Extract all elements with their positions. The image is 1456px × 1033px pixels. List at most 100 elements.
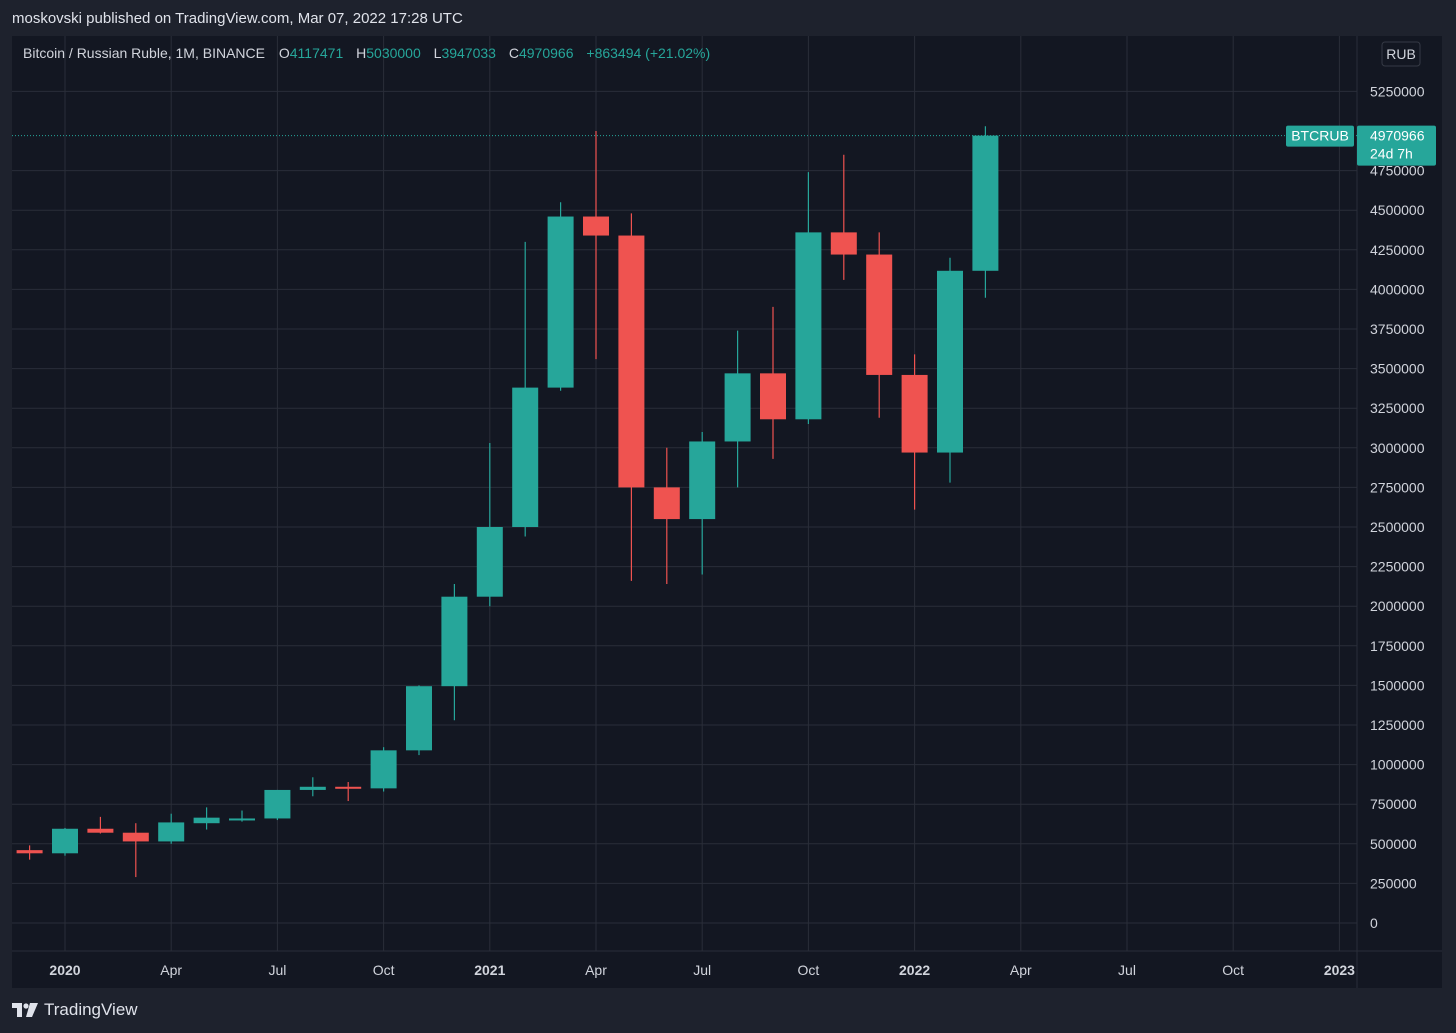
y-tick-label: 0 (1370, 915, 1378, 931)
countdown-label: 24d 7h (1370, 146, 1413, 162)
x-tick-label: Apr (1010, 962, 1032, 978)
x-tick-label: Jul (268, 962, 286, 978)
candle-2021-12[interactable] (866, 232, 893, 418)
last-price-tag: BTCRUB 4970966 24d 7h (1286, 125, 1436, 166)
candle-2020-05[interactable] (193, 807, 220, 830)
y-tick-label: 4500000 (1370, 202, 1425, 218)
candle-2021-08[interactable] (724, 330, 751, 488)
y-tick-label: 750000 (1370, 796, 1417, 812)
candle-2020-07[interactable] (264, 789, 291, 821)
candle-body (724, 373, 751, 442)
candle-body (972, 135, 999, 271)
y-tick-label: 3500000 (1370, 361, 1425, 377)
candle-2021-04[interactable] (583, 131, 609, 360)
currency-button-label: RUB (1386, 46, 1416, 62)
candle-body (830, 232, 857, 255)
candle-2020-02[interactable] (87, 816, 114, 834)
y-tick-label: 1750000 (1370, 638, 1425, 654)
price-axis-labels: 0 250000 500000 750000 1000000 1250000 1500000… (1370, 83, 1425, 931)
candle-body (583, 216, 609, 236)
y-tick-label: 5250000 (1370, 83, 1425, 99)
candle-2021-02[interactable] (512, 241, 539, 537)
y-tick-label: 2250000 (1370, 559, 1425, 575)
y-tick-label: 2500000 (1370, 519, 1425, 535)
legend-title: Bitcoin / Russian Ruble, 1M, BINANCE (23, 45, 265, 61)
candle-body (937, 270, 963, 453)
candle-2021-09[interactable] (760, 306, 786, 459)
published-text: moskovski published on TradingView.com, … (12, 10, 463, 27)
chart-area[interactable] (12, 36, 1442, 988)
candle-body (16, 850, 43, 854)
candle-body (760, 373, 786, 420)
candle-2022-03[interactable] (972, 126, 999, 298)
candle-2020-09[interactable] (335, 782, 362, 802)
legend-high-label: H (356, 45, 367, 61)
y-tick-label: 250000 (1370, 875, 1417, 891)
candle-2019-12[interactable] (16, 845, 43, 860)
candle-2021-05[interactable] (618, 213, 645, 581)
candle-2021-11[interactable] (830, 154, 857, 280)
candle-2020-01[interactable] (52, 827, 78, 856)
y-tick-label: 500000 (1370, 836, 1417, 852)
x-tick-label: 2020 (49, 962, 80, 978)
candle-2022-01[interactable] (901, 354, 928, 510)
x-tick-label: Jul (693, 962, 711, 978)
candle-2020-06[interactable] (229, 810, 255, 822)
legend-close-value: 4970966 (518, 45, 574, 61)
horizontal-gridlines (12, 90, 1357, 924)
candle-body (264, 789, 291, 819)
tradingview-logo-icon (12, 1003, 38, 1017)
candle-body (476, 527, 503, 597)
tradingview-logo[interactable]: TradingView (12, 1000, 138, 1020)
candle-body (370, 750, 397, 789)
y-tick-label: 3000000 (1370, 440, 1425, 456)
candle-2020-11[interactable] (406, 685, 432, 756)
candle-2020-03[interactable] (122, 823, 149, 878)
y-tick-label: 1250000 (1370, 717, 1425, 733)
y-tick-label: 4750000 (1370, 163, 1425, 179)
candle-body (52, 828, 78, 854)
candle-2020-12[interactable] (441, 584, 468, 721)
x-tick-label: Apr (160, 962, 182, 978)
candle-2022-02[interactable] (937, 257, 963, 483)
candle-2020-04[interactable] (158, 813, 185, 844)
candle-2021-06[interactable] (653, 447, 680, 585)
legend-change: +863494 (+21.02%) (586, 45, 711, 61)
chart-legend: Bitcoin / Russian Ruble, 1M, BINANCE O41… (23, 45, 710, 61)
x-tick-label: Jul (1118, 962, 1136, 978)
candle-2021-01[interactable] (476, 443, 503, 607)
y-tick-label: 4250000 (1370, 242, 1425, 258)
candle-body (193, 817, 220, 824)
candle-body (299, 786, 326, 790)
candle-2021-03[interactable] (547, 202, 574, 391)
x-tick-label: Oct (373, 962, 395, 978)
candle-body (335, 786, 362, 789)
time-axis-labels: 2020 Apr Jul Oct 2021 Apr Jul Oct 2022 Apr Jul Oct 2… (49, 962, 1355, 978)
x-tick-label: Apr (585, 962, 607, 978)
footer-bar (0, 988, 1456, 1033)
candle-body (653, 487, 680, 520)
publish-header: moskovski published on TradingView.com, … (0, 0, 1456, 36)
y-tick-label: 3250000 (1370, 400, 1425, 416)
y-tick-label: 3750000 (1370, 321, 1425, 337)
candle-2020-10[interactable] (370, 747, 397, 792)
y-tick-label: 2750000 (1370, 479, 1425, 495)
currency-button[interactable]: RUB (1381, 41, 1421, 67)
y-tick-label: 1500000 (1370, 677, 1425, 693)
legend-high-value: 5030000 (366, 45, 421, 61)
candle-body (795, 232, 822, 420)
x-tick-label: 2023 (1324, 962, 1355, 978)
candle-body (512, 387, 539, 527)
last-price-label: 4970966 (1370, 128, 1425, 144)
candle-body (441, 596, 468, 687)
x-tick-label: Oct (798, 962, 820, 978)
candle-2021-10[interactable] (795, 172, 822, 425)
symbol-tag-label: BTCRUB (1291, 128, 1349, 144)
legend-low-value: 3947033 (441, 45, 496, 61)
candle-body (866, 254, 893, 375)
candle-body (547, 216, 574, 388)
candle-2020-08[interactable] (299, 777, 326, 797)
y-tick-label: 4000000 (1370, 281, 1425, 297)
candle-2021-07[interactable] (689, 431, 716, 575)
